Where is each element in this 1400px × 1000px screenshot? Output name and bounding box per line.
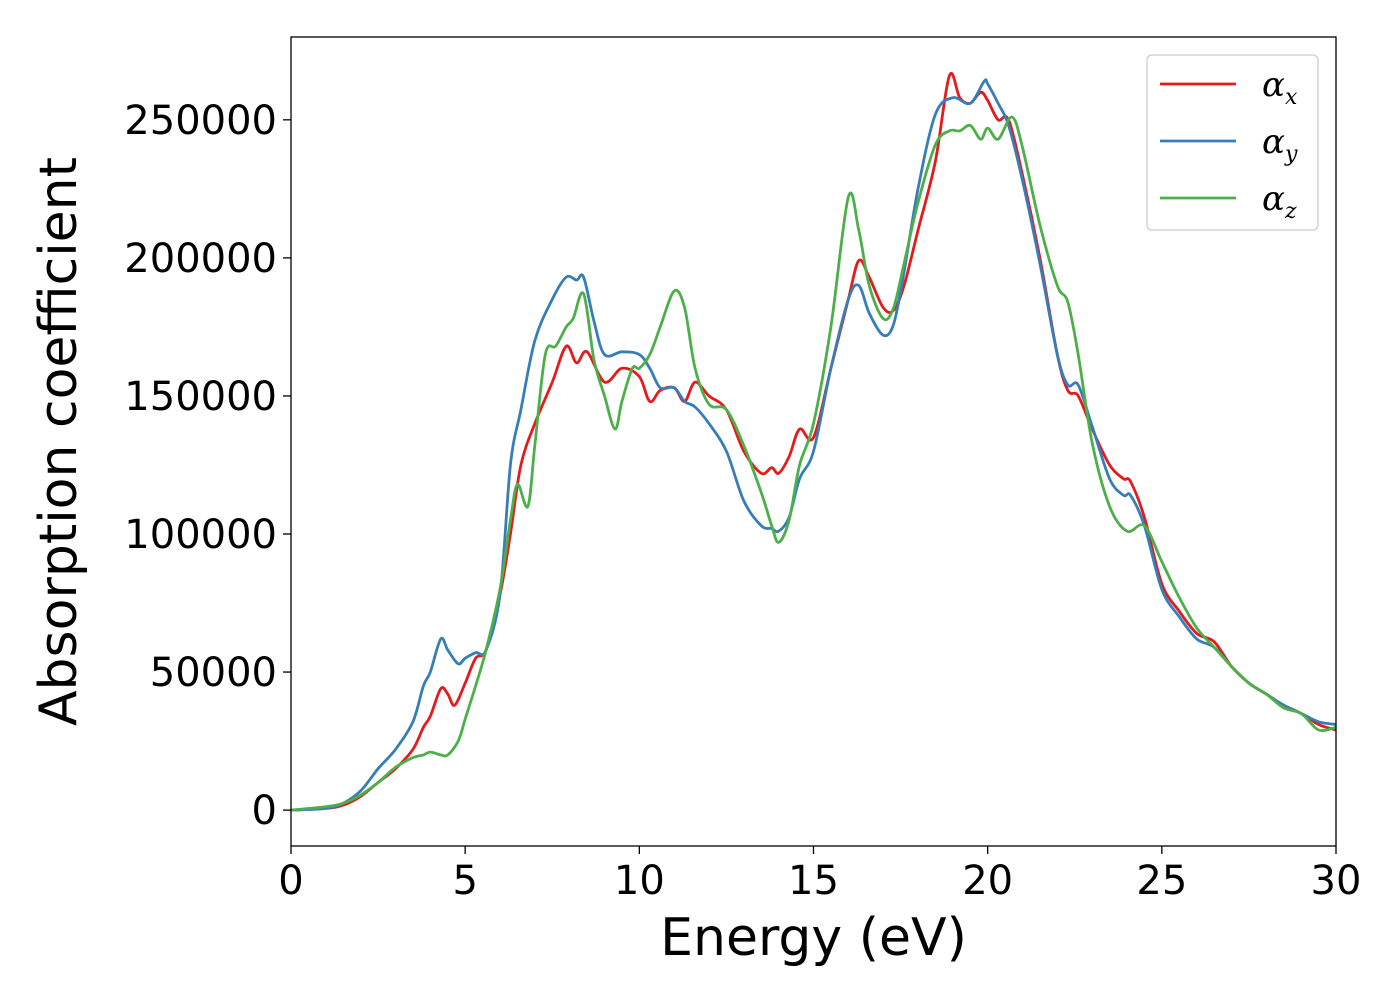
y-tick-label: 50000	[150, 650, 277, 696]
x-tick-label: 20	[962, 858, 1013, 904]
series-line-alpha-x	[291, 72, 1336, 812]
x-tick-label: 0	[278, 858, 303, 904]
y-tick-label: 100000	[124, 512, 277, 558]
y-tick-label: 250000	[124, 98, 277, 144]
x-axis-label: Energy (eV)	[660, 908, 967, 968]
plot-lines	[291, 72, 1336, 812]
x-axis-ticks: 0 5 10 15 20 25 30	[278, 846, 1361, 904]
y-tick-label: 200000	[124, 236, 277, 282]
series-line-alpha-z	[291, 115, 1336, 812]
x-tick-label: 5	[452, 858, 477, 904]
x-tick-label: 15	[788, 858, 839, 904]
legend-box	[1146, 54, 1319, 231]
y-axis-ticks: 0 50000 100000 150000 200000 250000	[124, 98, 291, 834]
x-tick-label: 10	[614, 858, 665, 904]
y-tick-label: 0	[252, 788, 277, 834]
y-tick-label: 150000	[124, 374, 277, 420]
y-axis-label: Absorption coefficient	[29, 157, 89, 726]
x-tick-label: 25	[1136, 858, 1187, 904]
x-tick-label: 30	[1311, 858, 1362, 904]
